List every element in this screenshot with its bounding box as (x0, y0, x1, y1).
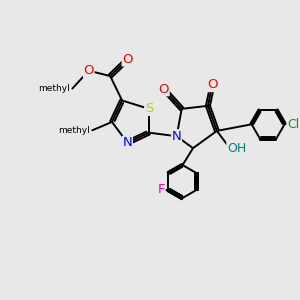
Text: methyl: methyl (58, 126, 90, 135)
Text: N: N (123, 136, 132, 149)
Text: methyl: methyl (38, 84, 70, 93)
Text: O: O (207, 79, 217, 92)
Text: O: O (83, 64, 94, 77)
Text: S: S (145, 102, 153, 115)
Text: O: O (122, 53, 133, 66)
Text: N: N (172, 130, 182, 143)
Text: OH: OH (227, 142, 246, 155)
Text: F: F (158, 183, 165, 196)
Text: Cl: Cl (287, 118, 299, 131)
Text: O: O (159, 83, 169, 96)
